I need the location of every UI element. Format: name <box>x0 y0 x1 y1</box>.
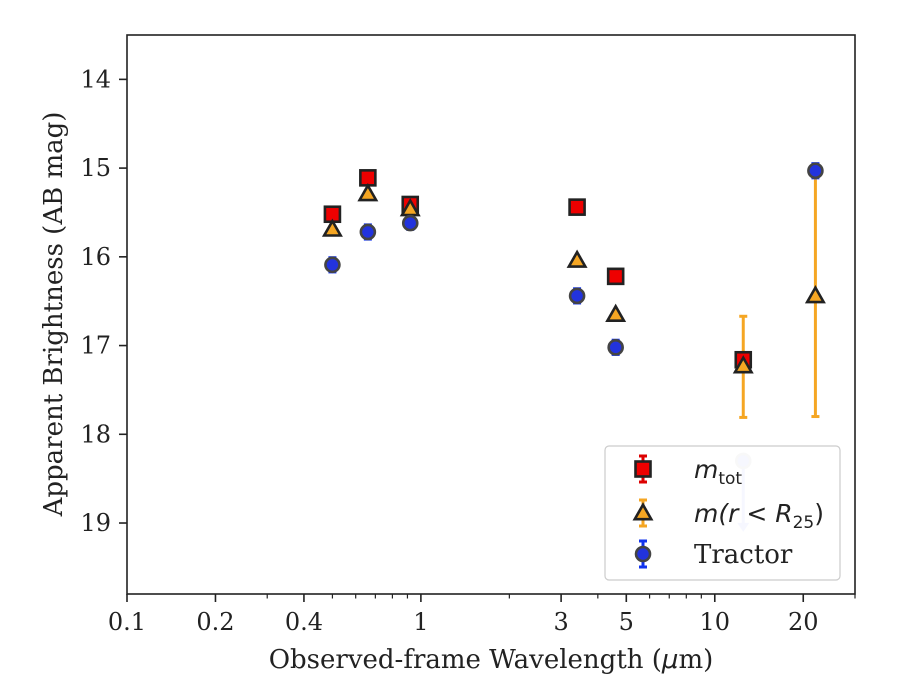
tractor-point <box>324 256 341 274</box>
legend-label-sub: 25 <box>793 513 815 533</box>
mr25-point <box>605 303 627 322</box>
legend-label-sub: tot <box>718 469 742 489</box>
x-tick-label: 20 <box>788 608 819 636</box>
tractor-point <box>807 162 824 180</box>
legend: mtot m(r < R25) Tractor <box>604 445 841 581</box>
plot-frame <box>126 34 856 595</box>
x-tick-label: 0.1 <box>108 608 146 636</box>
data-markers <box>321 162 826 532</box>
legend-marker-mr25 <box>632 502 654 521</box>
mr25-point <box>804 284 826 304</box>
x-tick-label: 10 <box>700 608 731 636</box>
legend-label-end: ) <box>814 499 824 528</box>
y-tick-label: 18 <box>80 420 111 448</box>
mtot-point <box>606 267 625 286</box>
y-tick-label: 19 <box>80 509 111 537</box>
x-tick-label: 3 <box>553 608 568 636</box>
mtot-point <box>568 198 586 216</box>
x-tick-label: 5 <box>619 608 634 636</box>
mr25-point <box>321 218 343 237</box>
y-tick-label: 17 <box>80 332 111 360</box>
tractor-point <box>359 223 377 241</box>
mr25-point <box>732 355 754 374</box>
legend-label-main: m(r < R <box>694 499 793 528</box>
tractor-point <box>607 339 624 356</box>
tractor-point <box>401 214 419 232</box>
x-tick-label: 0.4 <box>285 608 323 636</box>
y-tick-label: 14 <box>80 65 111 93</box>
x-tick-label: 1 <box>413 608 428 636</box>
axis-ticks: 0.1 0.2 0.4 1 3 5 10 20 14 15 16 17 18 19 <box>80 65 856 636</box>
tractor-point <box>568 287 586 305</box>
legend-box <box>604 445 841 581</box>
y-tick-label: 16 <box>80 243 111 271</box>
x-axis-label: Observed-frame Wavelength (μm) <box>269 645 714 675</box>
legend-marker-mtot <box>634 460 652 478</box>
legend-label-mtot: mtot <box>694 455 742 489</box>
legend-label-main: m <box>694 455 718 484</box>
mr25-point <box>357 182 379 202</box>
y-axis-label: Apparent Brightness (AB mag) <box>39 112 69 518</box>
legend-marker-tractor <box>634 545 652 563</box>
legend-label-tractor: Tractor <box>694 540 793 570</box>
y-tick-label: 15 <box>80 154 111 182</box>
x-tick-label: 0.2 <box>196 608 234 636</box>
legend-label-mr25: m(r < R25) <box>694 499 824 533</box>
mr25-point <box>566 249 588 268</box>
